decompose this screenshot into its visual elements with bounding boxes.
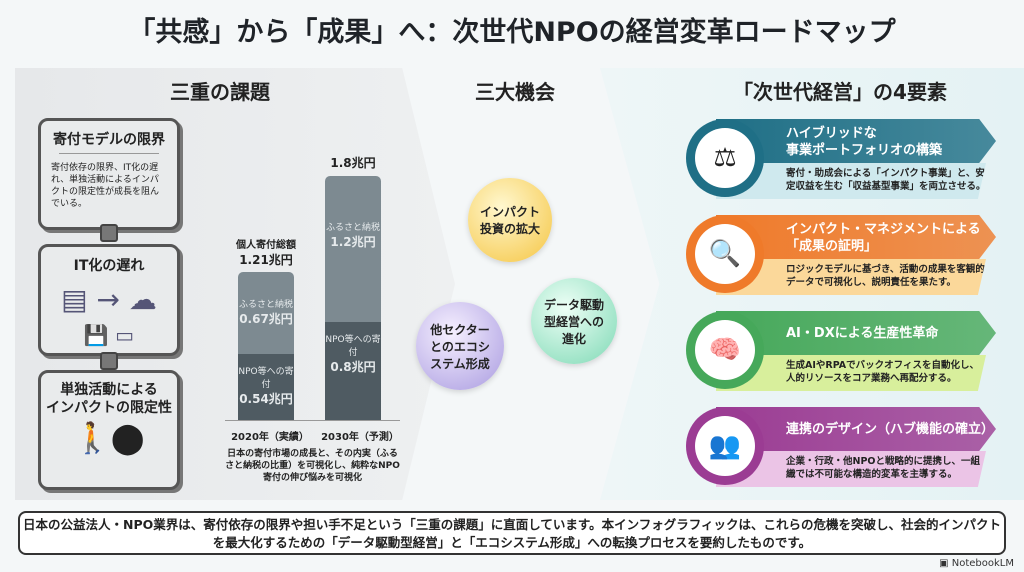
chart-caption: 日本の寄付市場の成長と、その内実（ふるさと納税の比重）を可視化し、純粋なNPO寄… [225, 449, 400, 484]
opportunity-ecosystem: 他セクターとのエコシステム形成 [416, 302, 504, 390]
element-title: AI・DXによる生産性革命 [786, 326, 939, 342]
element-card-1: ハイブリッドな 事業ポートフォリオの構築寄付・助成会による「インパクト事業」と、… [686, 117, 996, 201]
balance-scale-icon: ⚖ [695, 128, 755, 188]
chart-baseline [225, 420, 400, 421]
opportunity-label: データ駆動型経営への進化 [543, 297, 604, 346]
element-text: 企業・行政・他NPOと戦略的に提携し、一組織では不可能な構造的変革を主導する。 [786, 456, 980, 481]
element-desc-band: ロジックモデルに基づき、活動の成果を客観的データで可視化し、説明責任を果たす。 [716, 259, 986, 295]
bar-segment: ふるさと納税 0.67兆円 [238, 272, 294, 355]
segment-name: ふるさと納税 [238, 299, 293, 310]
x-label-2020: 2020年（実績） [231, 432, 309, 443]
segment-value: 0.54兆円 [239, 392, 293, 407]
section-title-challenges: 三重の課題 [170, 80, 270, 104]
element-title: 連携のデザイン（ハブ機能の確立） [786, 422, 995, 438]
bar-total: 個人寄付総額 1.21兆円 [223, 236, 309, 268]
opportunity-label: インパクト投資の拡大 [480, 205, 541, 236]
section-title-opportunities: 三大機会 [475, 80, 555, 104]
element-title: インパクト・マネジメントによる 「成果の証明」 [786, 221, 981, 254]
donation-chart: NPO等への寄付 0.54兆円 ふるさと納税 0.67兆円 個人寄付総額 1.21兆円 NP… [223, 156, 400, 483]
notebooklm-brand: ▣ NotebookLM [939, 558, 1014, 569]
challenge-text: 寄付依存の限界、IT化の遅れ、単独活動によるインパクトの限定性が成長を阻んでいる… [51, 163, 160, 210]
segment-value: 0.67兆円 [239, 311, 293, 326]
section-title-elements: 「次世代経営」の4要素 [733, 80, 947, 104]
element-card-3: AI・DXによる生産性革命生成AIやRPAでバックオフィスを自動化し、人的リソー… [686, 309, 996, 393]
challenge-card-donation: 寄付モデルの限界 寄付依存の限界、IT化の遅れ、単独活動によるインパクトの限定性… [38, 118, 180, 230]
challenge-title: 寄付モデルの限界 [53, 132, 165, 148]
element-icon-ring: 👥 [686, 407, 764, 485]
element-icon-ring: 🧠 [686, 311, 764, 389]
summary-box: 日本の公益法人・NPO業界は、寄付依存の限界や担い手不足という「三重の課題」に直… [18, 511, 1006, 555]
element-icon-ring: ⚖ [686, 119, 764, 197]
total-value: 1.21兆円 [239, 253, 293, 268]
challenge-title: 単独活動による インパクトの限定性 [46, 382, 172, 417]
segment-name: NPO等への寄付 [325, 335, 381, 359]
x-label-2030: 2030年（予測） [321, 432, 399, 443]
bar-1: NPO等への寄付 0.8兆円 ふるさと納税 1.2兆円 [325, 176, 381, 420]
element-title: ハイブリッドな 事業ポートフォリオの構築 [786, 125, 943, 158]
network-people-icon: 👥 [695, 416, 755, 476]
bar-segment: NPO等への寄付 0.54兆円 [238, 354, 294, 420]
element-card-2: インパクト・マネジメントによる 「成果の証明」ロジックモデルに基づき、活動の成果… [686, 213, 996, 297]
segment-name: ふるさと納税 [325, 222, 380, 233]
ai-brain-icon: 🧠 [695, 320, 755, 380]
chain-link-icon [100, 224, 118, 242]
bar-0: NPO等への寄付 0.54兆円 ふるさと納税 0.67兆円 [238, 272, 294, 420]
segment-value: 0.8兆円 [330, 360, 376, 375]
element-title-band: 連携のデザイン（ハブ機能の確立） [716, 407, 996, 451]
bar-segment: ふるさと納税 1.2兆円 [325, 176, 381, 323]
element-text: 寄付・助成会による「インパクト事業」と、安定収益を生む「収益基型事業」を両立させ… [786, 168, 986, 193]
analytics-magnifier-icon: 🔍 [695, 224, 755, 284]
person-pushing-boulder-icon: 🚶⬤ [73, 421, 145, 457]
bar-segment: NPO等への寄付 0.8兆円 [325, 322, 381, 420]
opportunity-label: 他セクターとのエコシステム形成 [430, 322, 490, 371]
challenge-card-isolation: 単独活動による インパクトの限定性 🚶⬤ [38, 370, 180, 490]
opportunity-impact-investment: インパクト投資の拡大 [468, 178, 552, 262]
total-label: 個人寄付総額 [236, 240, 296, 252]
opportunity-data-driven: データ駆動型経営への進化 [531, 278, 617, 364]
element-text: ロジックモデルに基づき、活動の成果を客観的データで可視化し、説明責任を果たす。 [786, 264, 985, 289]
challenge-card-it: IT化の遅れ ▤ → ☁ 💾 ▭ [38, 244, 180, 356]
element-text: 生成AIやRPAでバックオフィスを自動化し、人的リソースをコア業務へ再配分する。 [786, 360, 979, 385]
bar-total: 1.8兆円 [310, 154, 396, 171]
brand-label: NotebookLM [951, 558, 1014, 569]
element-card-4: 連携のデザイン（ハブ機能の確立） 企業・行政・他NPOと戦略的に提携し、一組織では… [686, 405, 996, 489]
segment-value: 1.2兆円 [330, 234, 376, 249]
paper-to-cloud-icon: ▤ → ☁ 💾 ▭ [61, 283, 157, 347]
segment-name: NPO等への寄付 [238, 367, 294, 391]
chain-link-icon [100, 352, 118, 370]
challenge-title: IT化の遅れ [73, 258, 145, 274]
page-title: 「共感」から「成果」へ：次世代NPOの経営変革ロードマップ [128, 17, 896, 48]
total-value: 1.8兆円 [330, 156, 376, 170]
element-icon-ring: 🔍 [686, 215, 764, 293]
